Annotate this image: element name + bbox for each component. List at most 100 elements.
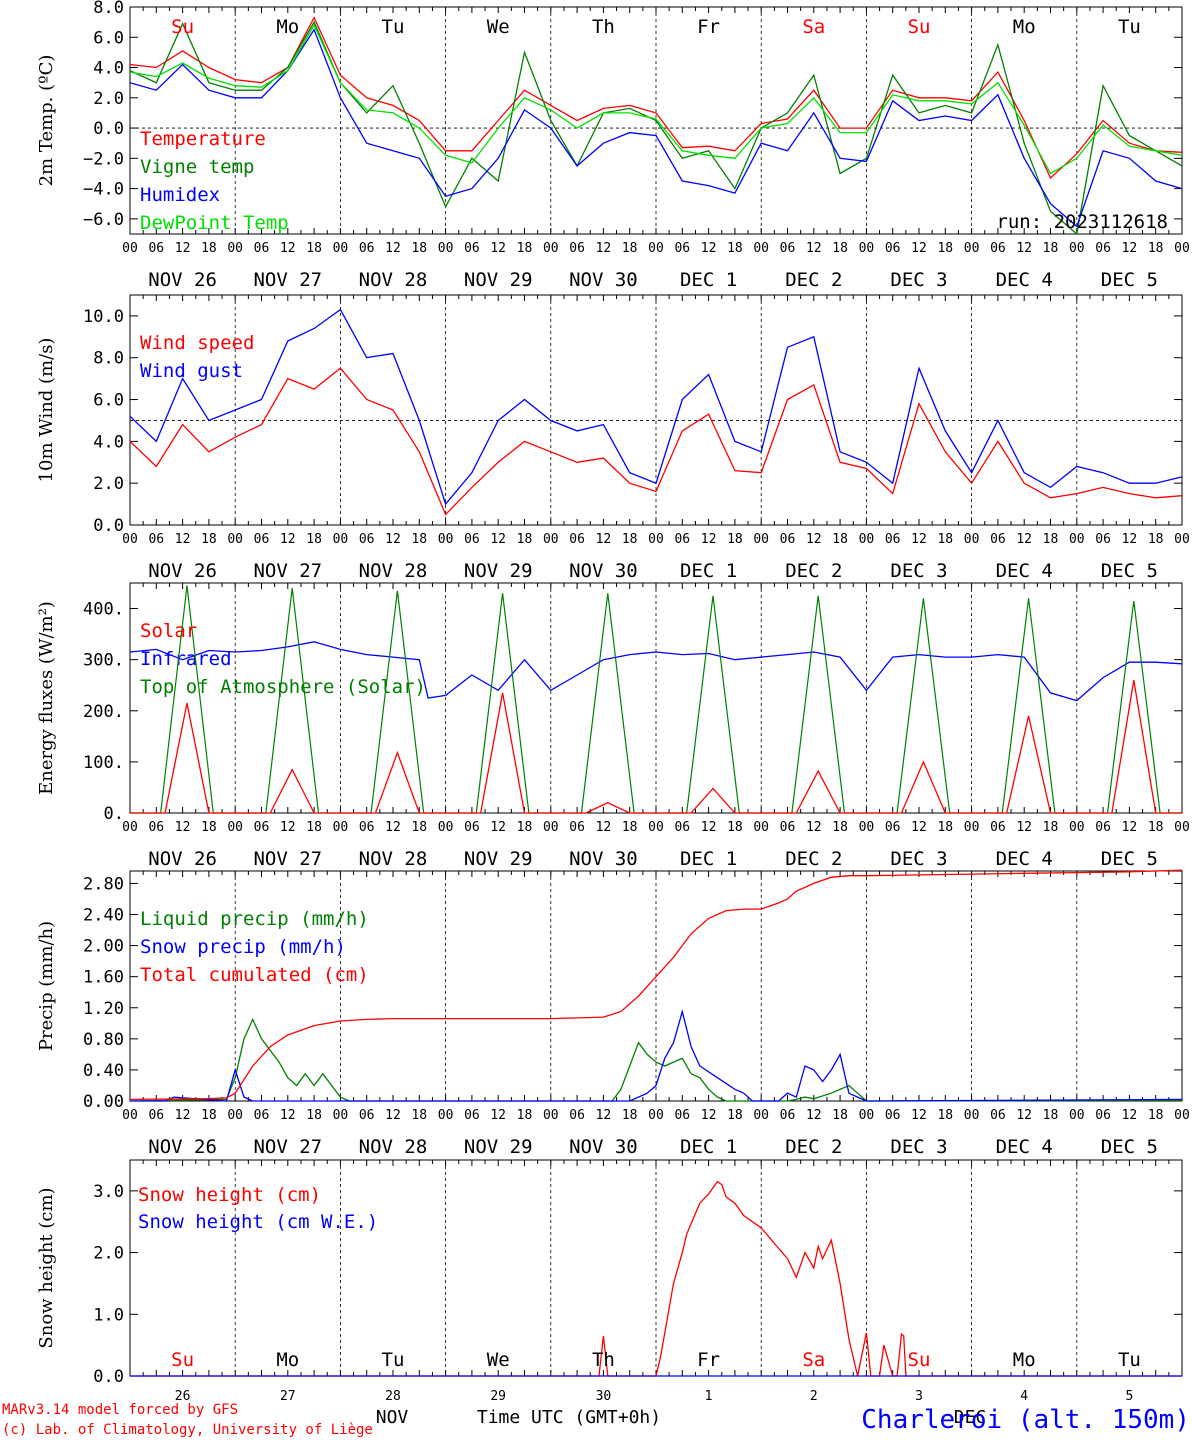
hour-label: 06 (359, 1108, 375, 1123)
hour-label: 00 (859, 1108, 875, 1123)
y-tick-label: 3.0 (93, 1182, 124, 1202)
hour-label: 12 (596, 820, 612, 835)
hour-label: 00 (333, 820, 349, 835)
legend-entry: Snow height (cm) (138, 1184, 321, 1206)
weekday-label: We (487, 16, 510, 38)
month-dec-label: DEC (954, 1407, 987, 1428)
hour-label: 18 (937, 241, 953, 256)
date-label: DEC 3 (890, 560, 947, 582)
hour-label: 12 (596, 532, 612, 547)
hour-label: 12 (1016, 1108, 1032, 1123)
y-tick-label: 4.0 (93, 59, 124, 79)
hour-label: 18 (517, 1108, 533, 1123)
date-label: NOV 27 (253, 560, 322, 582)
hour-label: 18 (306, 241, 322, 256)
hour-label: 06 (464, 532, 480, 547)
hour-label: 12 (280, 820, 296, 835)
date-label: NOV 29 (464, 1136, 533, 1158)
hour-label: 00 (333, 532, 349, 547)
hour-label: 06 (885, 532, 901, 547)
hour-label: 06 (254, 820, 270, 835)
date-label: NOV 26 (148, 560, 217, 582)
time-axis-title: Time UTC (GMT+0h) (477, 1407, 661, 1428)
date-label: DEC 4 (996, 269, 1053, 291)
date-label: NOV 26 (148, 269, 217, 291)
hour-label: 12 (490, 820, 506, 835)
hour-label: 00 (438, 241, 454, 256)
y-tick-label: 0.00 (83, 1092, 124, 1112)
hour-label: 18 (727, 1108, 743, 1123)
hour-label: 12 (911, 532, 927, 547)
hour-label: 12 (175, 820, 191, 835)
hour-label: 18 (1148, 820, 1164, 835)
date-label: DEC 4 (996, 1136, 1053, 1158)
legend-entry: Infrared (140, 648, 232, 670)
hour-label: 00 (438, 532, 454, 547)
y-tick-label: 10.0 (83, 307, 124, 327)
legend-entry: Snow precip (mm/h) (140, 936, 346, 958)
day-number-label: 3 (915, 1389, 923, 1404)
hour-label: 00 (1174, 532, 1190, 547)
hour-label: 06 (780, 241, 796, 256)
y-tick-label: 0.80 (83, 1030, 124, 1050)
hour-label: 00 (122, 532, 138, 547)
y-tick-label: 2.0 (93, 89, 124, 109)
date-label: DEC 1 (680, 1136, 737, 1158)
hour-label: 12 (701, 241, 717, 256)
hour-label: 18 (517, 532, 533, 547)
date-label: DEC 3 (890, 1136, 947, 1158)
hour-label: 00 (333, 1108, 349, 1123)
hour-label: 12 (1122, 532, 1138, 547)
hour-label: 18 (832, 820, 848, 835)
hour-label: 06 (254, 1108, 270, 1123)
hour-label: 18 (832, 1108, 848, 1123)
y-tick-label: 1.60 (83, 968, 124, 988)
hour-label: 18 (937, 820, 953, 835)
hour-label: 18 (201, 820, 217, 835)
hour-label: 00 (964, 241, 980, 256)
date-label: DEC 4 (996, 848, 1053, 870)
hour-label: 18 (411, 532, 427, 547)
weekday-label: Th (592, 16, 615, 38)
weekday-label: Sa (802, 16, 825, 38)
weekday-label: Mo (276, 1349, 299, 1371)
hour-label: 12 (701, 532, 717, 547)
hour-label: 12 (596, 1108, 612, 1123)
date-label: NOV 27 (253, 269, 322, 291)
hour-label: 00 (227, 532, 243, 547)
legend-entry: Snow height (cm W.E.) (138, 1211, 378, 1233)
solar-line (130, 680, 1182, 814)
y-tick-label: 400. (83, 600, 124, 620)
date-label: NOV 29 (464, 560, 533, 582)
hour-label: 00 (859, 820, 875, 835)
hour-label: 12 (701, 820, 717, 835)
hour-label: 18 (201, 241, 217, 256)
hour-label: 06 (148, 820, 164, 835)
hour-label: 12 (806, 1108, 822, 1123)
hour-label: 18 (201, 532, 217, 547)
hour-label: 06 (359, 241, 375, 256)
date-label: DEC 3 (890, 269, 947, 291)
hour-label: 00 (543, 1108, 559, 1123)
hour-label: 06 (780, 820, 796, 835)
hour-label: 18 (517, 820, 533, 835)
hour-label: 06 (464, 820, 480, 835)
month-nov-label: NOV (376, 1407, 409, 1428)
hour-label: 00 (122, 820, 138, 835)
hour-label: 12 (280, 241, 296, 256)
date-label: NOV 30 (569, 1136, 638, 1158)
hour-label: 00 (648, 1108, 664, 1123)
day-number-label: 28 (385, 1389, 401, 1404)
hour-label: 12 (701, 1108, 717, 1123)
weekday-label: Mo (1013, 16, 1036, 38)
hour-label: 06 (674, 241, 690, 256)
hour-label: 12 (385, 532, 401, 547)
hour-label: 12 (280, 532, 296, 547)
hour-label: 06 (569, 532, 585, 547)
date-label: DEC 2 (785, 848, 842, 870)
legend-entry: Solar (140, 620, 197, 642)
date-label: DEC 3 (890, 848, 947, 870)
hour-label: 06 (990, 241, 1006, 256)
hour-label: 12 (1122, 1108, 1138, 1123)
